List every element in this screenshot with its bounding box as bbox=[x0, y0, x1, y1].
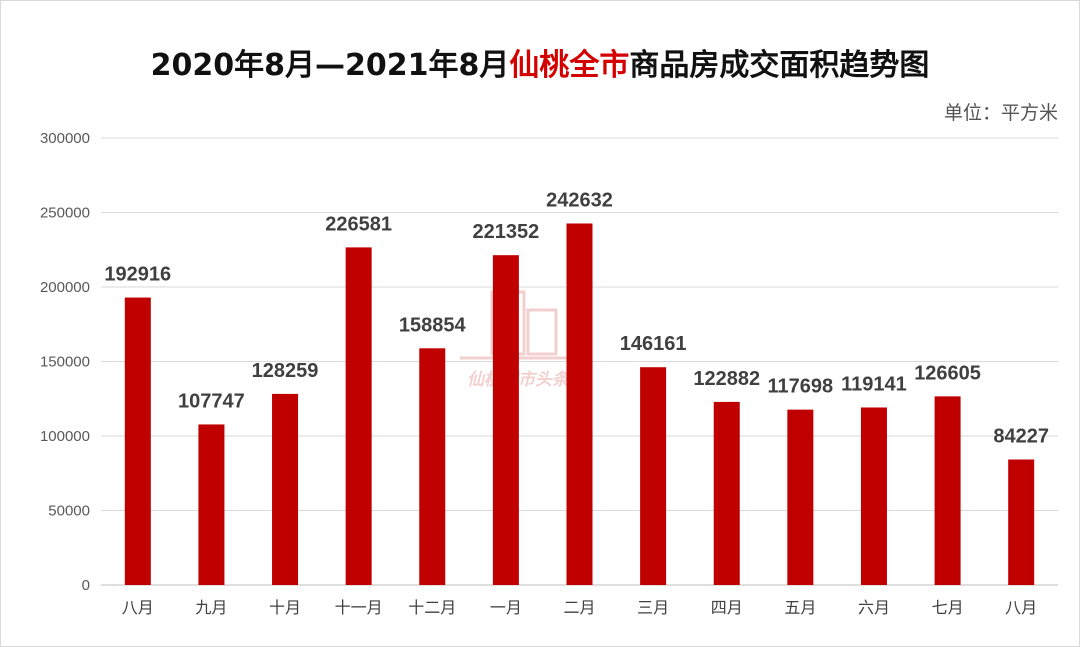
data-label: 226581 bbox=[325, 213, 392, 235]
x-tick-label: 十月 bbox=[269, 598, 301, 617]
x-tick-label: 十一月 bbox=[335, 598, 383, 617]
bar bbox=[124, 297, 151, 585]
title-highlight: 仙桃全市 bbox=[509, 48, 630, 83]
x-tick-label: 四月 bbox=[711, 598, 743, 617]
x-tick-label: 六月 bbox=[858, 598, 890, 617]
bar bbox=[934, 396, 961, 585]
x-tick-label: 一月 bbox=[490, 598, 522, 617]
bar bbox=[566, 223, 593, 585]
x-tick-label: 十二月 bbox=[408, 598, 456, 617]
data-label: 158854 bbox=[399, 314, 467, 336]
data-label: 122882 bbox=[693, 368, 760, 390]
y-tick-label: 150000 bbox=[40, 354, 90, 371]
watermark: 仙桃楼市头条 bbox=[460, 290, 585, 390]
data-labels: 192916 107747 128259 226581 158854 221352 2426… bbox=[104, 189, 1049, 447]
y-tick-label: 0 bbox=[82, 577, 90, 594]
x-tick-label: 七月 bbox=[932, 598, 964, 617]
bar bbox=[492, 255, 519, 585]
unit-label: 单位：平方米 bbox=[943, 102, 1058, 124]
y-tick-label: 250000 bbox=[40, 205, 90, 222]
bar bbox=[787, 409, 814, 585]
x-tick-label: 九月 bbox=[195, 598, 227, 617]
y-axis: 0 50000 100000 150000 200000 250000 300000 bbox=[40, 130, 90, 594]
x-tick-label: 八月 bbox=[1005, 598, 1037, 617]
bar bbox=[345, 247, 372, 585]
x-axis: 八月 九月 十月 十一月 十二月 一月 二月 三月 四月 五月 六月 七月 八月 bbox=[122, 598, 1037, 617]
data-label: 221352 bbox=[473, 221, 540, 243]
data-label: 119141 bbox=[841, 373, 907, 395]
bar bbox=[272, 393, 299, 585]
bar bbox=[640, 367, 667, 585]
bar bbox=[419, 348, 446, 585]
watermark-text: 仙桃楼市头条 bbox=[467, 370, 571, 390]
y-tick-label: 50000 bbox=[48, 503, 90, 520]
bar bbox=[713, 401, 740, 585]
title-prefix: 2020年8月—2021年8月 bbox=[150, 48, 510, 83]
data-label: 117698 bbox=[768, 376, 834, 398]
bar bbox=[198, 424, 225, 585]
watermark-building-2 bbox=[526, 308, 558, 356]
data-label: 242632 bbox=[546, 189, 613, 211]
x-tick-label: 二月 bbox=[563, 598, 595, 617]
data-label: 126605 bbox=[914, 362, 981, 384]
bar bbox=[1008, 459, 1035, 585]
data-label: 146161 bbox=[620, 333, 687, 355]
data-label: 107747 bbox=[178, 390, 245, 412]
data-label: 84227 bbox=[993, 426, 1049, 448]
data-label: 192916 bbox=[104, 264, 171, 286]
title-suffix: 商品房成交面积趋势图 bbox=[629, 48, 930, 83]
bars bbox=[124, 223, 1035, 585]
x-tick-label: 八月 bbox=[122, 598, 154, 617]
x-tick-label: 五月 bbox=[784, 598, 816, 617]
x-tick-label: 三月 bbox=[637, 598, 669, 617]
y-tick-label: 300000 bbox=[40, 130, 90, 147]
data-label: 128259 bbox=[252, 360, 319, 382]
bar bbox=[860, 407, 887, 585]
y-tick-label: 200000 bbox=[40, 279, 90, 296]
y-tick-label: 100000 bbox=[40, 428, 90, 445]
chart-title: 2020年8月—2021年8月仙桃全市商品房成交面积趋势图 bbox=[0, 40, 1080, 84]
